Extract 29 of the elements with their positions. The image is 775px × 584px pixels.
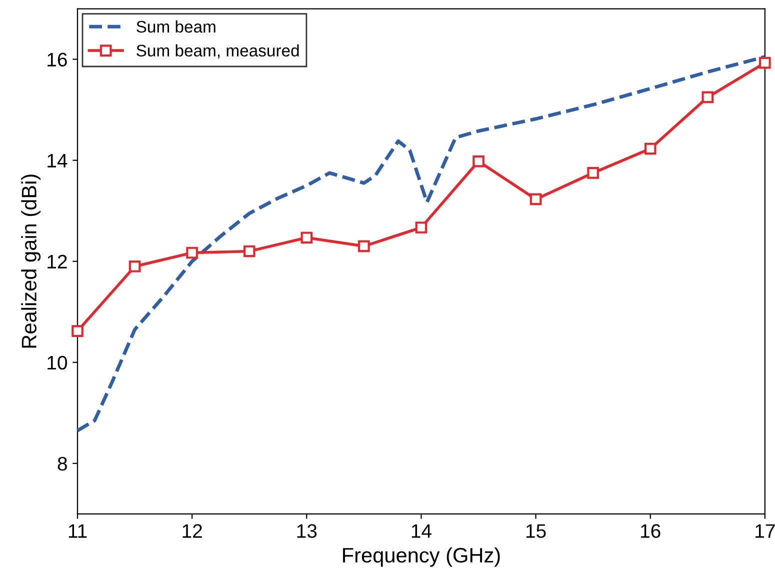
x-tick-label: 12 <box>182 524 202 538</box>
point <box>243 245 256 258</box>
x-axis-title: Frequency (GHz) <box>343 547 500 567</box>
point <box>759 56 771 69</box>
x-tick-label: 16 <box>641 524 660 538</box>
point <box>530 193 542 206</box>
x-tick-label: 13 <box>297 524 317 538</box>
x-tick-label: 14 <box>412 524 432 538</box>
point <box>472 155 484 168</box>
legend-label: Sum beam <box>136 20 216 33</box>
y-tick-label: 12 <box>48 254 67 268</box>
legend-label: Sum beam, measured <box>136 44 299 59</box>
y-tick-label: 14 <box>48 154 68 168</box>
point <box>587 167 599 179</box>
y-axis-title: Realized gain (dBi) <box>21 174 41 348</box>
point <box>415 222 428 234</box>
y-tick-label: 8 <box>58 456 67 471</box>
point <box>358 240 370 252</box>
x-tick-label: 15 <box>526 524 546 538</box>
x-tick-label: 17 <box>756 524 775 538</box>
point <box>128 260 141 272</box>
x-tick-label: 11 <box>68 524 87 538</box>
point <box>644 142 656 155</box>
point <box>72 325 84 337</box>
point <box>186 246 198 259</box>
point <box>702 91 714 104</box>
point <box>300 232 313 244</box>
y-tick-label: 16 <box>48 52 67 67</box>
y-tick-label: 10 <box>48 356 68 370</box>
